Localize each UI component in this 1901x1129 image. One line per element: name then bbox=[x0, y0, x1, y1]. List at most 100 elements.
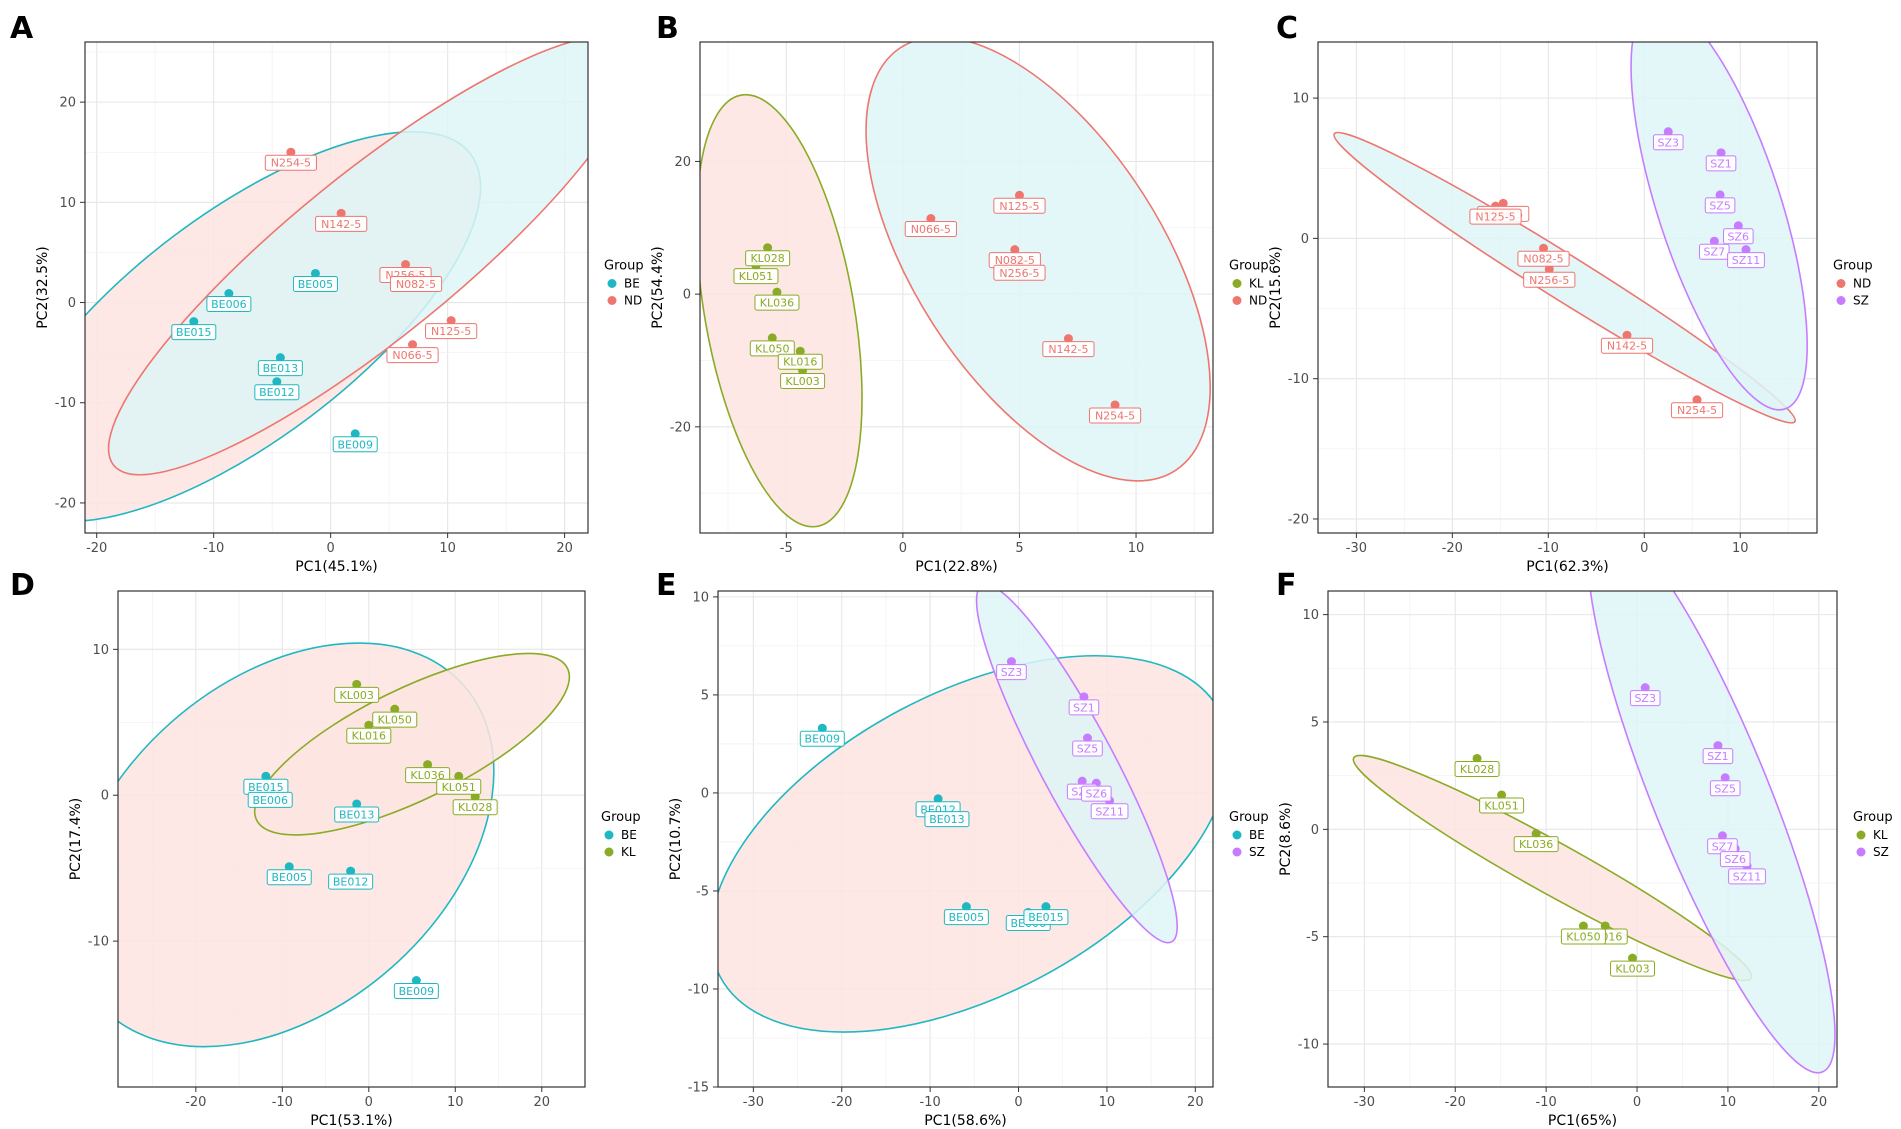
point-sz6 bbox=[1733, 221, 1743, 231]
legend-label-be: BE bbox=[1249, 828, 1265, 842]
point-n256-5 bbox=[1544, 264, 1554, 274]
x-tick-label: 10 bbox=[439, 541, 456, 556]
x-tick-label: -10 bbox=[920, 1095, 941, 1110]
label-n125-5: N125-5 bbox=[1469, 208, 1522, 225]
label-be012: BE012 bbox=[254, 384, 300, 401]
label-n254-5: N254-5 bbox=[264, 154, 317, 171]
y-axis-title: PC2(32.5%) bbox=[35, 246, 51, 329]
legend: Group BE SZ bbox=[1229, 810, 1269, 859]
svg-text:BE013: BE013 bbox=[263, 362, 299, 375]
legend-title: Group bbox=[1229, 259, 1269, 274]
svg-text:N254-5: N254-5 bbox=[1677, 404, 1717, 417]
point-be015 bbox=[1041, 902, 1051, 912]
y-tick-label: 10 bbox=[92, 643, 109, 658]
svg-text:BE013: BE013 bbox=[339, 808, 375, 821]
point-n254-5 bbox=[1110, 400, 1120, 410]
svg-text:N082-5: N082-5 bbox=[396, 278, 436, 291]
x-axis-title: PC1(62.3%) bbox=[1526, 559, 1609, 575]
y-tick-label: 5 bbox=[701, 688, 709, 703]
label-n256-5: N256-5 bbox=[1523, 271, 1576, 288]
svg-text:N066-5: N066-5 bbox=[392, 349, 432, 362]
plot-frame bbox=[1327, 590, 1838, 1088]
point-n066-5 bbox=[1498, 198, 1508, 208]
label-sz3: SZ3 bbox=[996, 664, 1027, 681]
x-tick-label: 10 bbox=[1099, 1095, 1116, 1110]
point-n254-5 bbox=[1692, 395, 1702, 405]
y-tick-label: -10 bbox=[1298, 1038, 1319, 1053]
panel-letter: E bbox=[656, 568, 677, 603]
svg-text:SZ11: SZ11 bbox=[1732, 254, 1761, 267]
y-tick-label: 10 bbox=[1302, 608, 1319, 623]
label-be009: BE009 bbox=[799, 730, 845, 747]
point-sz3 bbox=[1663, 127, 1673, 137]
point-be012 bbox=[933, 794, 943, 804]
legend-title: Group bbox=[601, 810, 641, 825]
label-kl036: KL036 bbox=[1513, 836, 1559, 853]
point-kl050 bbox=[1578, 921, 1588, 931]
label-be012: BE012 bbox=[328, 873, 374, 890]
svg-text:BE009: BE009 bbox=[337, 438, 373, 451]
svg-text:SZ1: SZ1 bbox=[1073, 701, 1095, 714]
svg-text:N142-5: N142-5 bbox=[321, 218, 361, 231]
point-kl036 bbox=[1531, 829, 1541, 839]
y-tick-label: 0 bbox=[1301, 232, 1309, 247]
label-n142-5: N142-5 bbox=[315, 215, 368, 232]
label-be013: BE013 bbox=[924, 811, 970, 828]
label-kl051: KL051 bbox=[1479, 797, 1525, 814]
label-n082-5: N082-5 bbox=[1517, 250, 1570, 267]
point-be005 bbox=[284, 862, 294, 872]
x-tick-label: -30 bbox=[1354, 1095, 1375, 1110]
label-be013: BE013 bbox=[257, 360, 303, 377]
y-tick-label: 20 bbox=[59, 96, 76, 111]
svg-text:KL050: KL050 bbox=[1566, 930, 1600, 943]
point-be009 bbox=[817, 723, 827, 733]
legend-title: Group bbox=[1853, 810, 1893, 825]
y-tick-label: -5 bbox=[1306, 930, 1319, 945]
label-be015: BE015 bbox=[171, 324, 217, 341]
point-be013 bbox=[275, 353, 285, 363]
label-kl003: KL003 bbox=[1609, 960, 1655, 977]
legend-key-nd bbox=[1836, 279, 1846, 288]
point-be005 bbox=[961, 902, 971, 912]
x-tick-label: -20 bbox=[185, 1095, 206, 1110]
label-sz3: SZ3 bbox=[1652, 134, 1684, 151]
y-tick-label: -5 bbox=[696, 884, 709, 899]
plot-frame bbox=[1317, 41, 1818, 534]
point-n254-5 bbox=[286, 147, 296, 157]
point-kl028 bbox=[763, 243, 773, 253]
x-tick-label: 20 bbox=[556, 541, 573, 556]
legend-label-nd: ND bbox=[1249, 294, 1267, 308]
point-n142-5 bbox=[1622, 330, 1632, 340]
legend-title: Group bbox=[1833, 259, 1873, 274]
x-tick-label: 0 bbox=[1633, 1095, 1641, 1110]
legend-key-sz bbox=[1856, 847, 1866, 857]
label-be015: BE015 bbox=[1023, 909, 1069, 926]
plot-frame bbox=[84, 41, 589, 534]
label-kl003: KL003 bbox=[780, 372, 826, 389]
label-n256-5: N256-5 bbox=[993, 264, 1046, 281]
legend-label-be: BE bbox=[624, 277, 640, 291]
svg-text:KL036: KL036 bbox=[410, 769, 444, 782]
svg-text:SZ6: SZ6 bbox=[1086, 788, 1108, 801]
y-tick-label: 0 bbox=[101, 789, 109, 804]
panel-a: A BE015 BE006 BE005 BE013 BE012 BE009 N254-5 N14… bbox=[10, 11, 644, 575]
x-tick-label: 20 bbox=[1187, 1095, 1204, 1110]
legend-key-be bbox=[1232, 830, 1242, 840]
x-tick-label: -10 bbox=[203, 541, 224, 556]
point-n256-5 bbox=[401, 259, 411, 269]
label-sz6: SZ6 bbox=[1081, 785, 1112, 802]
point-sz11 bbox=[1741, 245, 1751, 255]
legend: Group KL SZ bbox=[1853, 810, 1893, 859]
x-tick-label: 10 bbox=[1732, 541, 1749, 556]
label-be005: BE005 bbox=[266, 869, 312, 886]
point-be015 bbox=[189, 317, 199, 327]
x-tick-label: -20 bbox=[1445, 1095, 1466, 1110]
legend: Group BE KL bbox=[601, 810, 641, 859]
label-sz11: SZ11 bbox=[1728, 868, 1766, 885]
x-tick-label: 10 bbox=[447, 1095, 464, 1110]
x-tick-label: 0 bbox=[899, 541, 907, 556]
point-be012 bbox=[346, 866, 356, 876]
svg-text:BE005: BE005 bbox=[949, 911, 985, 924]
svg-text:N082-5: N082-5 bbox=[1523, 253, 1563, 266]
label-be006: BE006 bbox=[247, 791, 293, 808]
